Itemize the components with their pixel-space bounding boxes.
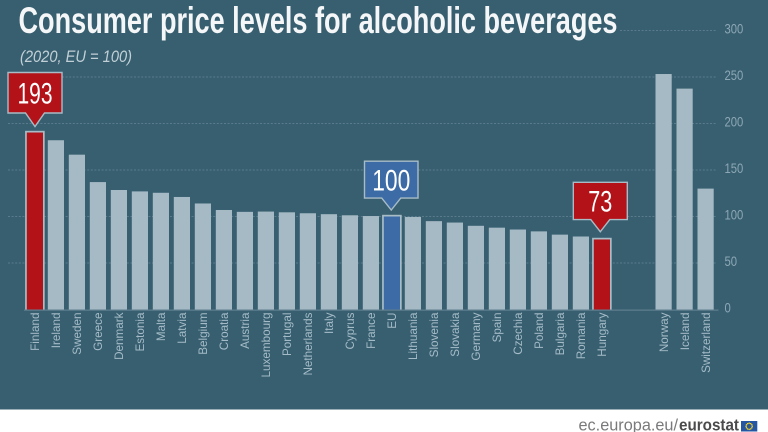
svg-text:EU: EU [386, 313, 399, 329]
svg-text:300: 300 [725, 21, 744, 36]
svg-text:Spain: Spain [491, 312, 504, 342]
svg-text:Estonia: Estonia [134, 312, 147, 351]
svg-text:Hungary: Hungary [596, 312, 609, 356]
svg-text:Lithuania: Lithuania [407, 312, 420, 360]
svg-text:Greece: Greece [92, 313, 105, 351]
svg-text:Portugal: Portugal [281, 313, 294, 357]
svg-text:Poland: Poland [533, 313, 546, 349]
svg-text:Finland: Finland [29, 313, 42, 351]
svg-text:Luxembourg: Luxembourg [260, 313, 273, 378]
svg-text:Netherlands: Netherlands [302, 312, 315, 375]
svg-text:Slovenia: Slovenia [428, 312, 441, 357]
svg-text:(2020, EU = 100): (2020, EU = 100) [20, 47, 132, 66]
svg-text:Austria: Austria [239, 312, 252, 349]
svg-text:Switzerland: Switzerland [700, 313, 713, 373]
svg-text:Italy: Italy [323, 312, 336, 334]
svg-text:Iceland: Iceland [679, 313, 692, 351]
svg-text:eurostat: eurostat [679, 416, 739, 432]
svg-text:73: 73 [588, 186, 612, 219]
svg-text:ec.europa.eu/: ec.europa.eu/ [579, 416, 679, 432]
svg-text:Croatia: Croatia [218, 312, 231, 350]
svg-text:Norway: Norway [658, 312, 671, 352]
svg-text:100: 100 [725, 207, 744, 222]
svg-text:250: 250 [725, 68, 744, 83]
svg-text:150: 150 [725, 161, 744, 176]
svg-text:Germany: Germany [470, 312, 483, 360]
svg-text:Ireland: Ireland [50, 313, 63, 349]
svg-text:50: 50 [725, 254, 738, 269]
svg-text:Denmark: Denmark [113, 312, 126, 360]
svg-text:Czechia: Czechia [512, 312, 525, 355]
svg-text:Latvia: Latvia [176, 312, 189, 344]
svg-text:France: France [365, 313, 378, 349]
svg-text:200: 200 [725, 114, 744, 129]
svg-text:Belgium: Belgium [197, 313, 210, 355]
svg-text:Cyprus: Cyprus [344, 312, 357, 349]
svg-text:Malta: Malta [155, 312, 168, 341]
svg-text:100: 100 [372, 164, 410, 197]
svg-text:Bulgaria: Bulgaria [554, 312, 567, 355]
svg-text:Slovakia: Slovakia [449, 312, 462, 357]
svg-text:Romania: Romania [575, 312, 588, 359]
svg-text:Consumer price levels for alco: Consumer price levels for alcoholic beve… [19, 0, 618, 41]
svg-text:193: 193 [18, 78, 53, 111]
svg-text:0: 0 [725, 300, 732, 315]
svg-text:Sweden: Sweden [71, 313, 84, 355]
